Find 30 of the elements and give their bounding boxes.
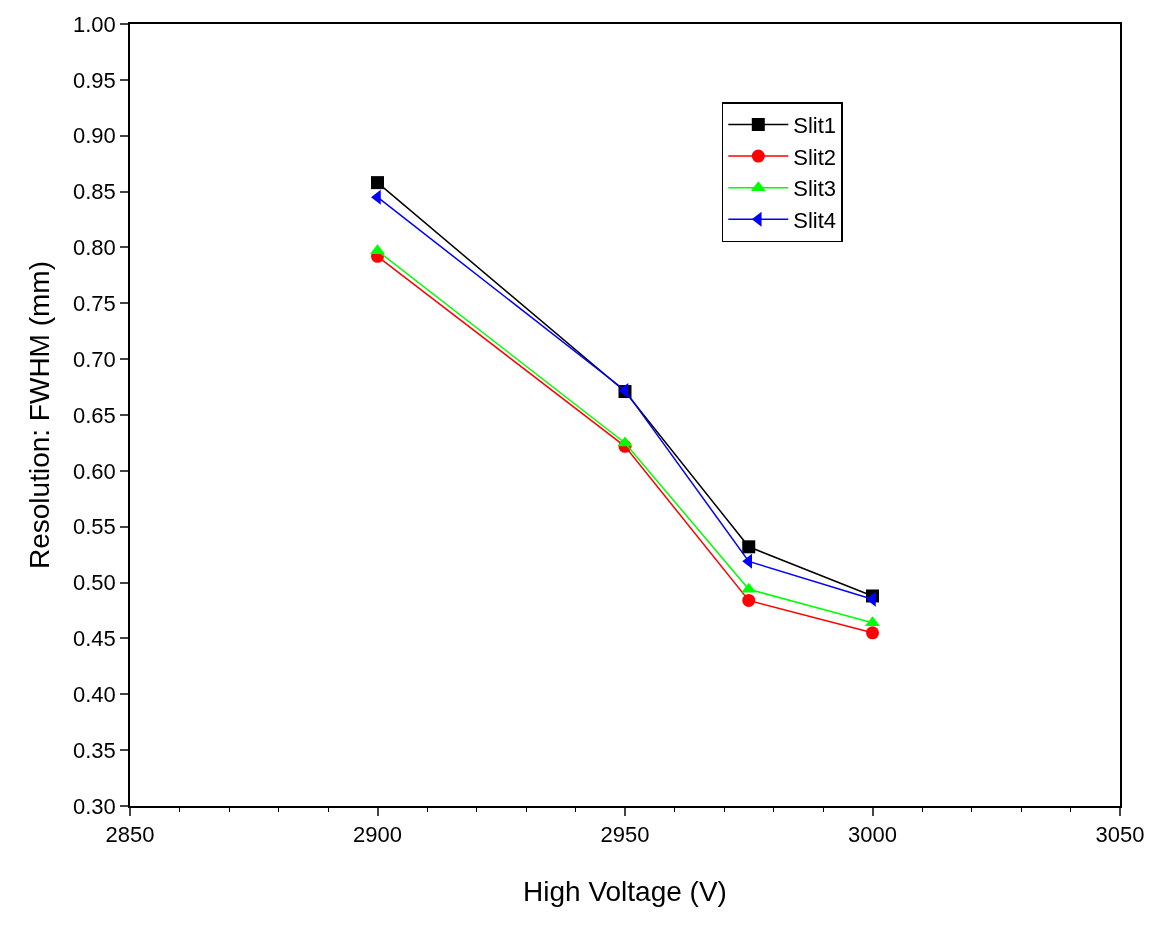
point xyxy=(866,626,879,640)
point xyxy=(371,176,384,190)
y-axis-title: Resolution: FWHM (mm) xyxy=(24,260,56,570)
y-tick-label: 0.60 xyxy=(73,458,116,484)
point xyxy=(742,593,756,607)
x-tick-label: 2950 xyxy=(600,822,650,848)
y-tick-label: 0.90 xyxy=(73,123,116,149)
y-tick-label: 0.35 xyxy=(73,737,116,763)
y-tick-label: 0.85 xyxy=(73,179,116,205)
y-tick-label: 0.95 xyxy=(73,67,116,93)
y-tick-label: 0.70 xyxy=(73,346,116,372)
legend-label: Slit1 xyxy=(793,113,837,139)
legend-label: Slit2 xyxy=(793,144,837,170)
y-tick-label: 0.65 xyxy=(73,402,116,428)
y-tick-label: 0.50 xyxy=(73,570,116,596)
x-axis-title: High Voltage (V) xyxy=(523,875,727,907)
y-tick-label: 0.55 xyxy=(73,514,116,540)
y-tick-label: 0.40 xyxy=(73,681,116,707)
legend-label: Slit4 xyxy=(793,207,837,233)
y-tick-label: 0.45 xyxy=(73,626,116,652)
x-tick-label: 3050 xyxy=(1095,822,1145,848)
x-tick-label: 2850 xyxy=(105,822,155,848)
y-tick-label: 0.80 xyxy=(73,235,116,261)
point xyxy=(742,540,756,554)
x-tick-label: 2900 xyxy=(353,822,402,848)
y-tick-label: 1.00 xyxy=(73,11,116,37)
legend-label: Slit3 xyxy=(793,176,837,202)
x-tick-label: 3000 xyxy=(848,822,897,848)
y-tick-label: 0.75 xyxy=(73,290,116,316)
y-tick-label: 0.30 xyxy=(73,793,116,819)
